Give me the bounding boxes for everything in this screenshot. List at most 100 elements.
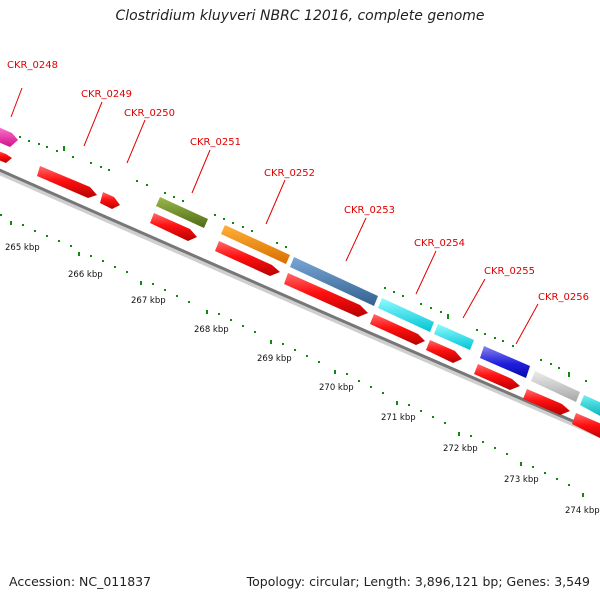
tick-dot bbox=[0, 214, 2, 216]
tick-dot bbox=[384, 287, 386, 289]
tick-dot bbox=[532, 466, 534, 468]
kbp-label: 273 kbp bbox=[504, 475, 539, 485]
kbp-label: 265 kbp bbox=[5, 243, 40, 253]
tick-dot bbox=[46, 235, 48, 237]
gene-ckr-0248-rev[interactable] bbox=[0, 150, 12, 163]
tick-major bbox=[458, 432, 460, 436]
tick-dot bbox=[558, 367, 560, 369]
gene-label-ckr-0252[interactable]: CKR_0252 bbox=[264, 168, 315, 179]
tick-dot bbox=[251, 230, 253, 232]
tick-dot bbox=[506, 453, 508, 455]
tick-dot bbox=[254, 331, 256, 333]
gene-ckr-0256[interactable] bbox=[480, 346, 530, 378]
tick-dot bbox=[408, 404, 410, 406]
gene-gray[interactable] bbox=[531, 371, 580, 402]
tick-dot bbox=[494, 337, 496, 339]
gene-ckr-0256-rev[interactable] bbox=[474, 364, 520, 390]
tick-dot bbox=[568, 484, 570, 486]
tick-dot bbox=[444, 422, 446, 424]
tick-dot bbox=[285, 246, 287, 248]
tick-dot bbox=[420, 303, 422, 305]
leader-ckr-0252 bbox=[265, 179, 286, 225]
gene-label-ckr-0253[interactable]: CKR_0253 bbox=[344, 205, 395, 216]
gene-ckr-0250[interactable] bbox=[100, 192, 120, 209]
tick-dot bbox=[34, 230, 36, 232]
gene-next-rev[interactable] bbox=[523, 389, 570, 415]
gene-ckr-0253-rev[interactable] bbox=[284, 273, 368, 317]
tick-dot bbox=[306, 355, 308, 357]
tick-dot bbox=[223, 218, 225, 220]
tick-dot bbox=[58, 240, 60, 242]
tick-dot bbox=[146, 184, 148, 186]
tick-major bbox=[447, 314, 449, 319]
gene-ckr-0248[interactable] bbox=[0, 126, 18, 147]
tick-dot bbox=[382, 392, 384, 394]
gene-label-ckr-0250[interactable]: CKR_0250 bbox=[124, 108, 175, 119]
tick-major bbox=[140, 281, 142, 285]
tick-dot bbox=[585, 380, 587, 382]
tick-major bbox=[582, 493, 584, 497]
tick-dot bbox=[482, 441, 484, 443]
gene-edge-rev[interactable] bbox=[572, 413, 600, 440]
tick-dot bbox=[90, 255, 92, 257]
gene-label-ckr-0255[interactable]: CKR_0255 bbox=[484, 266, 535, 277]
tick-dot bbox=[173, 196, 175, 198]
gene-teal[interactable] bbox=[580, 395, 600, 418]
tick-dot bbox=[108, 169, 110, 171]
kbp-label: 269 kbp bbox=[257, 354, 292, 364]
tick-dot bbox=[164, 289, 166, 291]
tick-dot bbox=[56, 150, 58, 152]
gene-ckr-0252-rev[interactable] bbox=[215, 241, 280, 276]
tick-dot bbox=[402, 295, 404, 297]
genome-title: Clostridium kluyveri NBRC 12016, complet… bbox=[115, 8, 485, 24]
tick-dot bbox=[70, 245, 72, 247]
leader-ckr-0251 bbox=[191, 149, 211, 194]
tick-dot bbox=[484, 333, 486, 335]
gene-ckr-0252[interactable] bbox=[221, 225, 290, 264]
gene-ckr-0255[interactable] bbox=[434, 324, 474, 350]
tick-dot bbox=[214, 214, 216, 216]
gene-ckr-0251[interactable] bbox=[156, 197, 208, 228]
tick-dot bbox=[512, 345, 514, 347]
gene-label-ckr-0249[interactable]: CKR_0249 bbox=[81, 89, 132, 100]
gene-label-ckr-0256[interactable]: CKR_0256 bbox=[538, 292, 589, 303]
label-leaders bbox=[10, 87, 539, 345]
tick-dot bbox=[393, 291, 395, 293]
tick-dot bbox=[38, 143, 40, 145]
tick-dot bbox=[218, 313, 220, 315]
kbp-label: 270 kbp bbox=[319, 383, 354, 393]
gene-ckr-0255-rev[interactable] bbox=[426, 340, 462, 363]
tick-dot bbox=[346, 373, 348, 375]
tick-major bbox=[568, 372, 570, 377]
tick-dot bbox=[182, 200, 184, 202]
kbp-label: 267 kbp bbox=[131, 296, 166, 306]
tick-dot bbox=[102, 260, 104, 262]
gene-label-ckr-0254[interactable]: CKR_0254 bbox=[414, 238, 465, 249]
outer-tick-ring bbox=[19, 136, 587, 382]
gene-label-ckr-0248[interactable]: CKR_0248 bbox=[7, 60, 58, 71]
tick-major bbox=[396, 401, 398, 405]
tick-dot bbox=[276, 242, 278, 244]
tick-dot bbox=[282, 343, 284, 345]
tick-dot bbox=[494, 447, 496, 449]
tick-dot bbox=[72, 156, 74, 158]
tick-dot bbox=[28, 140, 30, 142]
gene-label-ckr-0251[interactable]: CKR_0251 bbox=[190, 137, 241, 148]
tick-dot bbox=[430, 307, 432, 309]
kbp-label: 274 kbp bbox=[565, 506, 600, 516]
gene-ckr-0254[interactable] bbox=[378, 298, 434, 332]
gene-ckr-0251-rev[interactable] bbox=[150, 213, 197, 241]
tick-dot bbox=[432, 416, 434, 418]
tick-dot bbox=[152, 283, 154, 285]
tick-major bbox=[206, 310, 208, 314]
tick-dot bbox=[232, 222, 234, 224]
gene-ckr-0249[interactable] bbox=[37, 166, 97, 198]
gene-ckr-0253[interactable] bbox=[290, 257, 378, 306]
tick-dot bbox=[556, 478, 558, 480]
tick-dot bbox=[550, 363, 552, 365]
gene-ckr-0254-rev[interactable] bbox=[370, 314, 425, 345]
tick-dot bbox=[242, 226, 244, 228]
tick-major bbox=[10, 221, 12, 225]
tick-dot bbox=[470, 435, 472, 437]
kbp-label: 272 kbp bbox=[443, 444, 478, 454]
